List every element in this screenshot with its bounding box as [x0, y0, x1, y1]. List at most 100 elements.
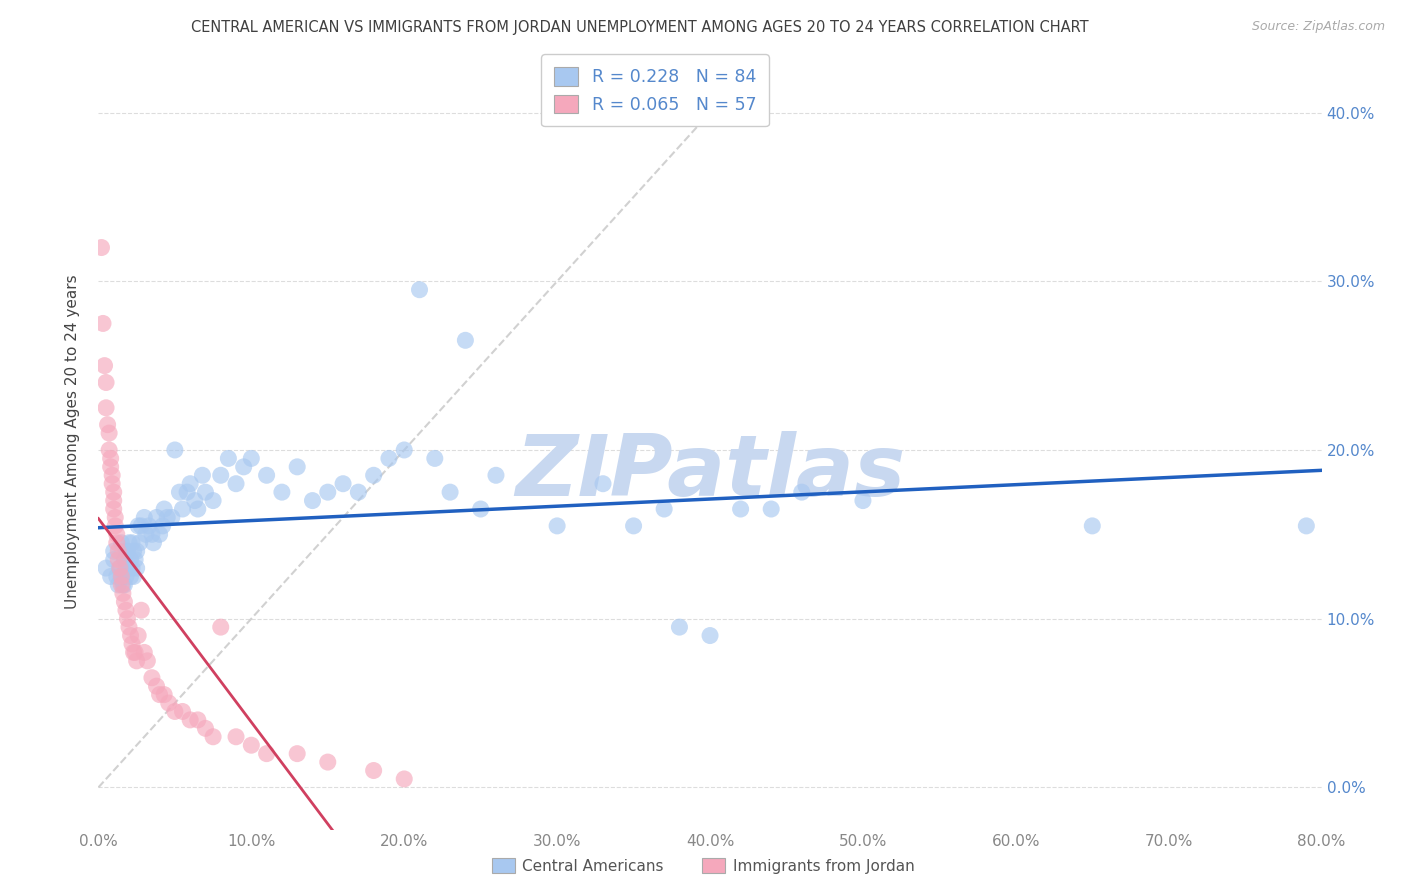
Point	[98, 442, 121, 457]
Point	[118, 620, 141, 634]
Point	[145, 679, 167, 693]
Point	[120, 628, 142, 642]
Point	[90, 241, 112, 255]
Point	[623, 519, 645, 533]
Point	[105, 527, 128, 541]
Point	[225, 730, 247, 744]
Text: CENTRAL AMERICAN VS IMMIGRANTS FROM JORDAN UNEMPLOYMENT AMONG AGES 20 TO 24 YEAR: CENTRAL AMERICAN VS IMMIGRANTS FROM JORD…	[191, 20, 1088, 35]
Point	[122, 544, 145, 558]
Text: Source: ZipAtlas.com: Source: ZipAtlas.com	[1251, 20, 1385, 33]
Point	[120, 552, 142, 566]
Point	[153, 502, 176, 516]
Point	[101, 476, 124, 491]
Point	[179, 713, 201, 727]
Point	[103, 485, 125, 500]
Point	[101, 468, 124, 483]
Point	[316, 755, 339, 769]
Point	[347, 485, 370, 500]
Point	[138, 519, 160, 533]
Point	[105, 569, 128, 583]
Y-axis label: Unemployment Among Ages 20 to 24 years: Unemployment Among Ages 20 to 24 years	[65, 274, 80, 609]
Legend: Central Americans, Immigrants from Jordan: Central Americans, Immigrants from Jorda…	[485, 852, 921, 880]
Point	[225, 476, 247, 491]
Point	[169, 485, 191, 500]
Point	[187, 713, 209, 727]
Point	[94, 561, 117, 575]
Point	[172, 502, 194, 516]
Point	[136, 654, 159, 668]
Point	[163, 705, 186, 719]
Point	[202, 493, 225, 508]
Point	[129, 519, 152, 533]
Point	[179, 476, 201, 491]
Point	[115, 544, 138, 558]
Point	[94, 376, 117, 390]
Point	[125, 544, 148, 558]
Point	[176, 485, 198, 500]
Point	[107, 552, 129, 566]
Point	[202, 730, 225, 744]
Point	[270, 485, 292, 500]
Point	[485, 468, 508, 483]
Point	[103, 552, 125, 566]
Point	[363, 468, 385, 483]
Point	[392, 772, 416, 786]
Point	[790, 485, 813, 500]
Point	[316, 485, 339, 500]
Point	[852, 493, 875, 508]
Point	[93, 359, 115, 373]
Point	[759, 502, 782, 516]
Point	[285, 747, 308, 761]
Point	[301, 493, 323, 508]
Point	[1295, 519, 1317, 533]
Point	[209, 620, 232, 634]
Point	[100, 459, 122, 474]
Point	[187, 502, 209, 516]
Point	[100, 451, 122, 466]
Point	[94, 401, 117, 415]
Point	[115, 569, 138, 583]
Point	[125, 561, 148, 575]
Point	[104, 510, 127, 524]
Point	[110, 578, 132, 592]
Point	[423, 451, 446, 466]
Point	[115, 561, 138, 575]
Point	[157, 696, 180, 710]
Point	[149, 527, 172, 541]
Point	[98, 426, 121, 441]
Point	[408, 283, 430, 297]
Point	[668, 620, 690, 634]
Point	[194, 485, 217, 500]
Point	[104, 519, 127, 533]
Point	[439, 485, 461, 500]
Point	[652, 502, 675, 516]
Point	[592, 476, 614, 491]
Point	[470, 502, 492, 516]
Point	[135, 527, 157, 541]
Point	[240, 738, 263, 752]
Point	[285, 459, 308, 474]
Point	[134, 510, 156, 524]
Point	[191, 468, 214, 483]
Point	[125, 654, 148, 668]
Point	[1081, 519, 1104, 533]
Point	[378, 451, 401, 466]
Point	[100, 569, 122, 583]
Point	[142, 535, 165, 549]
Point	[121, 561, 143, 575]
Point	[156, 510, 179, 524]
Point	[141, 527, 163, 541]
Point	[111, 586, 134, 600]
Point	[149, 688, 172, 702]
Point	[103, 544, 125, 558]
Point	[117, 544, 139, 558]
Point	[111, 578, 134, 592]
Point	[172, 705, 194, 719]
Point	[121, 535, 143, 549]
Point	[256, 468, 278, 483]
Point	[152, 519, 174, 533]
Point	[217, 451, 239, 466]
Point	[129, 603, 152, 617]
Point	[108, 561, 131, 575]
Point	[163, 442, 186, 457]
